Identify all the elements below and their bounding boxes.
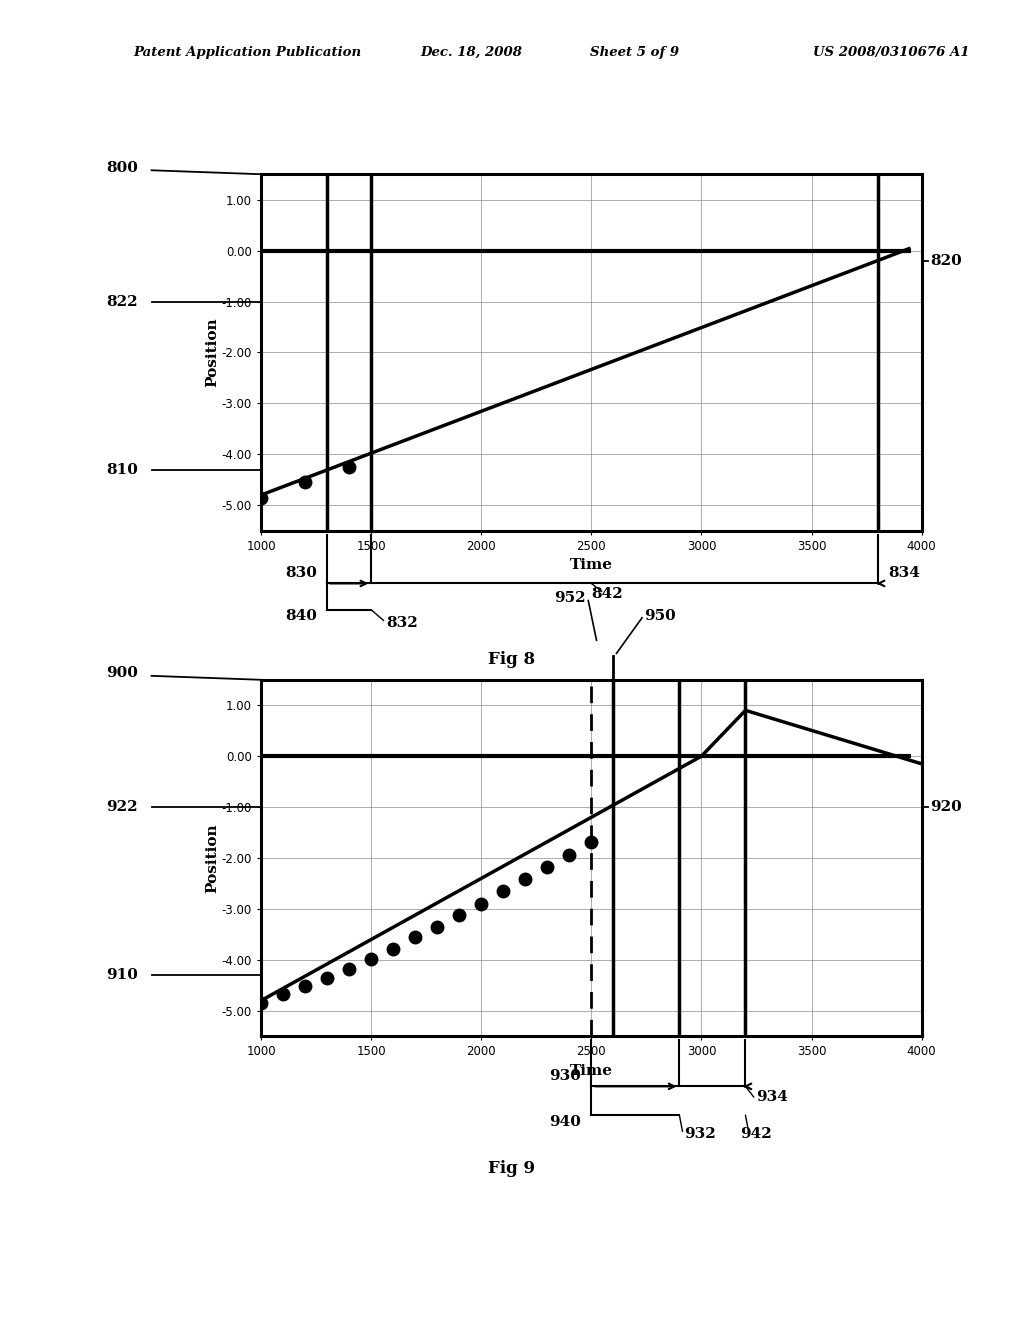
Text: 950: 950: [644, 610, 676, 623]
Text: 922: 922: [106, 800, 138, 814]
Text: 832: 832: [387, 616, 419, 630]
Text: 810: 810: [106, 462, 138, 477]
Y-axis label: Position: Position: [205, 824, 219, 892]
Text: 820: 820: [930, 253, 962, 268]
Text: Sheet 5 of 9: Sheet 5 of 9: [590, 46, 680, 59]
Text: 942: 942: [740, 1127, 772, 1140]
Text: 800: 800: [106, 161, 138, 174]
Text: 952: 952: [555, 591, 586, 605]
Y-axis label: Position: Position: [205, 318, 219, 387]
Text: Dec. 18, 2008: Dec. 18, 2008: [420, 46, 522, 59]
Text: 930: 930: [549, 1069, 582, 1082]
Text: 934: 934: [756, 1090, 787, 1104]
Text: 900: 900: [106, 667, 138, 680]
Text: Fig 8: Fig 8: [488, 652, 536, 668]
Text: 840: 840: [285, 610, 317, 623]
Text: 940: 940: [549, 1115, 582, 1129]
Text: 842: 842: [592, 587, 624, 601]
Text: 822: 822: [106, 294, 138, 309]
Text: 910: 910: [106, 968, 138, 982]
Text: Fig 9: Fig 9: [488, 1160, 536, 1176]
X-axis label: Time: Time: [570, 558, 612, 573]
Text: 834: 834: [888, 566, 920, 579]
Text: 932: 932: [684, 1127, 717, 1140]
Text: 920: 920: [930, 800, 962, 814]
X-axis label: Time: Time: [570, 1064, 612, 1078]
Text: US 2008/0310676 A1: US 2008/0310676 A1: [813, 46, 969, 59]
Text: 830: 830: [285, 566, 317, 579]
Text: Patent Application Publication: Patent Application Publication: [133, 46, 361, 59]
